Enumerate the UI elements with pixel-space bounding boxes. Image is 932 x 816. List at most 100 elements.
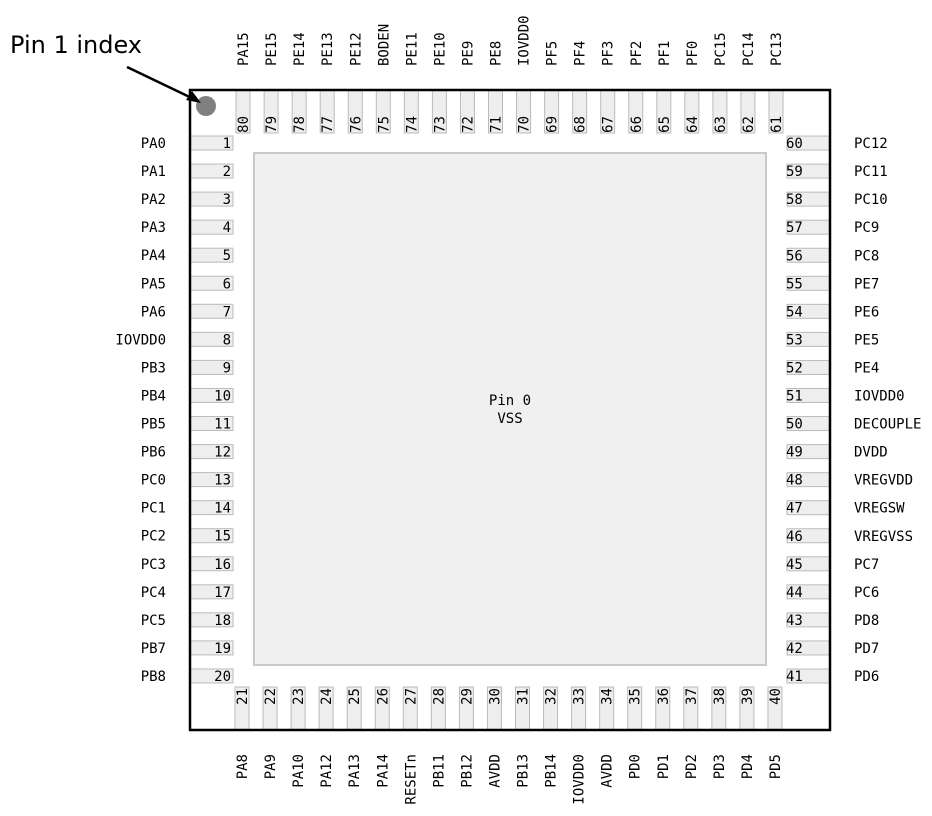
pin-number: 33 bbox=[572, 688, 588, 705]
pin-name: PA6 bbox=[141, 304, 166, 320]
pin-number: 6 bbox=[223, 276, 231, 292]
pin-name: PE13 bbox=[320, 32, 336, 66]
pin-number: 75 bbox=[376, 116, 392, 133]
pin-name: PB6 bbox=[141, 445, 166, 461]
pin-name: PD2 bbox=[684, 754, 700, 779]
pin-name: PC0 bbox=[141, 473, 166, 489]
pin-number: 48 bbox=[786, 473, 803, 489]
pin-number: 67 bbox=[601, 116, 617, 133]
pin-number: 53 bbox=[786, 332, 803, 348]
pin-name: PB11 bbox=[431, 754, 447, 788]
pin-name: PB14 bbox=[544, 754, 560, 788]
pin-number: 68 bbox=[573, 116, 589, 133]
pins-right: 41 PD6 42 PD7 43 PD8 44 PC6 45 PC7 46 VREGVSS 47 VREG… bbox=[786, 135, 921, 685]
pin-number: 69 bbox=[545, 116, 561, 133]
pin-number: 3 bbox=[223, 192, 231, 208]
pin-number: 23 bbox=[291, 688, 307, 705]
pin-name: VREGVDD bbox=[854, 473, 913, 489]
pin-name: PC12 bbox=[854, 136, 888, 152]
pin-number: 13 bbox=[214, 473, 231, 489]
pin-number: 63 bbox=[713, 116, 729, 133]
pin-name: PB12 bbox=[459, 754, 475, 788]
pin-number: 79 bbox=[264, 116, 280, 133]
pin-name: PD7 bbox=[854, 641, 879, 657]
pin-number: 78 bbox=[292, 116, 308, 133]
pin-name: AVDD bbox=[600, 754, 616, 788]
pin-number: 26 bbox=[375, 688, 391, 705]
pin-name: PB4 bbox=[141, 388, 166, 404]
pin-number: 19 bbox=[214, 641, 231, 657]
pin-number: 40 bbox=[768, 688, 784, 705]
pin-name: PD8 bbox=[854, 613, 879, 629]
pin-name: DECOUPLE bbox=[854, 417, 921, 433]
pins-top: 61 PC13 62 PC14 63 PC15 64 PF0 65 PF1 66 PF2 67 PF3 68… bbox=[235, 15, 785, 134]
pin-number: 72 bbox=[460, 116, 476, 133]
pin-number: 80 bbox=[236, 116, 252, 133]
pin-name: PA0 bbox=[141, 136, 166, 152]
pin-number: 73 bbox=[432, 116, 448, 133]
pin-name: PB7 bbox=[141, 641, 166, 657]
pin-number: 64 bbox=[685, 116, 701, 133]
pin-number: 28 bbox=[431, 688, 447, 705]
pin-number: 41 bbox=[786, 669, 803, 685]
pin-name: PE4 bbox=[854, 360, 879, 376]
pin-number: 58 bbox=[786, 192, 803, 208]
pin-name: PA4 bbox=[141, 248, 166, 264]
pin-name: PC2 bbox=[141, 529, 166, 545]
center-label-vss: VSS bbox=[497, 411, 522, 427]
pin-name: PF5 bbox=[545, 41, 561, 66]
pin-number: 17 bbox=[214, 585, 231, 601]
pin-name: PB5 bbox=[141, 417, 166, 433]
pin-name: PA2 bbox=[141, 192, 166, 208]
pin-name: PF1 bbox=[657, 41, 673, 66]
pin-number: 57 bbox=[786, 220, 803, 236]
pin-name: PE11 bbox=[404, 32, 420, 66]
pin-name: PA13 bbox=[347, 754, 363, 788]
pin-number: 77 bbox=[320, 116, 336, 133]
pin-number: 27 bbox=[403, 688, 419, 705]
pin-name: PF4 bbox=[573, 41, 589, 66]
pin-name: PC9 bbox=[854, 220, 879, 236]
pin-name: PE7 bbox=[854, 276, 879, 292]
pin-number: 35 bbox=[628, 688, 644, 705]
pin-name: PA3 bbox=[141, 220, 166, 236]
pin-name: PD5 bbox=[768, 754, 784, 779]
pin-number: 32 bbox=[544, 688, 560, 705]
pin-number: 71 bbox=[489, 116, 505, 133]
pin-number: 62 bbox=[741, 116, 757, 133]
pin1-index-arrow bbox=[126, 65, 199, 103]
pin-name: PE8 bbox=[489, 41, 505, 66]
pin-number: 59 bbox=[786, 164, 803, 180]
pins-bottom: 21 PA8 22 PA9 23 PA10 24 PA12 25 PA13 26 PA14 27 RESE… bbox=[234, 686, 784, 805]
pin-number: 2 bbox=[223, 164, 231, 180]
pin-name: PF2 bbox=[629, 41, 645, 66]
pin-number: 31 bbox=[516, 688, 532, 705]
pin-number: 74 bbox=[404, 116, 420, 133]
center-label-pin: Pin 0 bbox=[489, 393, 531, 409]
pin-name: PC3 bbox=[141, 557, 166, 573]
pin-name: PD3 bbox=[712, 754, 728, 779]
pin-name: IOVDD0 bbox=[854, 389, 905, 405]
pin-number: 45 bbox=[786, 557, 803, 573]
pin-name: PC1 bbox=[141, 501, 166, 517]
pin-name: PC10 bbox=[854, 192, 888, 208]
pin-number: 16 bbox=[214, 557, 231, 573]
pin-name: IOVDD0 bbox=[572, 754, 588, 805]
pin-number: 54 bbox=[786, 304, 803, 320]
pin-name: PA14 bbox=[375, 754, 391, 788]
pin-number: 66 bbox=[629, 116, 645, 133]
pin-number: 37 bbox=[684, 688, 700, 705]
pin-name: PB13 bbox=[516, 754, 532, 788]
pin-number: 25 bbox=[347, 688, 363, 705]
pin-number: 15 bbox=[214, 529, 231, 545]
pin-number: 65 bbox=[657, 116, 673, 133]
pin-name: PF0 bbox=[685, 41, 701, 66]
pin-number: 61 bbox=[769, 116, 785, 133]
pin-name: PD0 bbox=[628, 754, 644, 779]
pin-number: 10 bbox=[214, 388, 231, 404]
pin-number: 39 bbox=[740, 688, 756, 705]
pin-number: 55 bbox=[786, 276, 803, 292]
pin-name: PC6 bbox=[854, 585, 879, 601]
